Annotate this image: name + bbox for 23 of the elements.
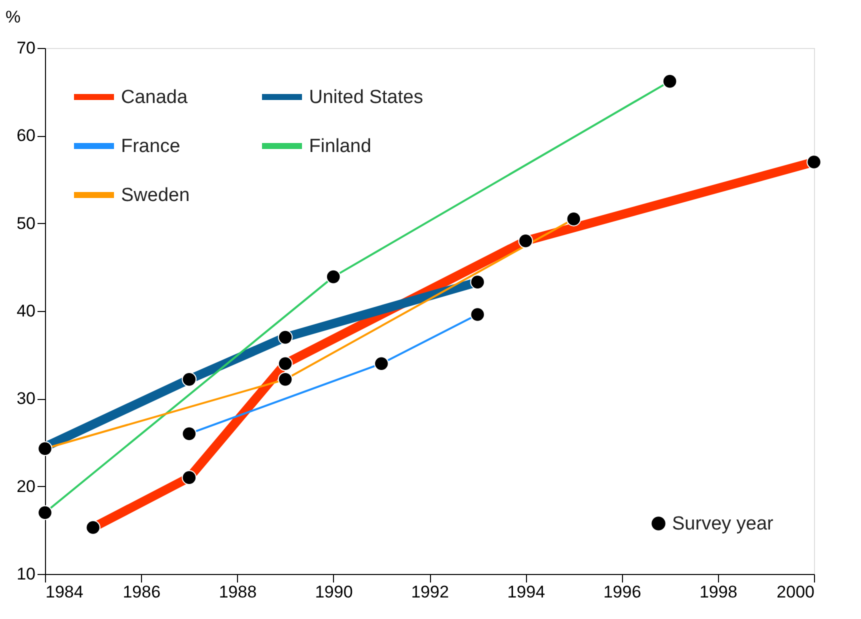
y-tick-label: 30 (16, 389, 36, 408)
y-axis-title: % (6, 8, 21, 26)
y-tick-label: 20 (16, 476, 36, 496)
legend-label: Survey year (672, 514, 774, 534)
y-tick-label: 60 (16, 126, 36, 146)
x-tick-label: 1994 (507, 582, 546, 602)
x-tick-label: 1996 (603, 582, 642, 602)
y-tick-label: 10 (16, 564, 36, 584)
y-tick-label: 50 (16, 214, 36, 233)
x-tick-label: 1992 (411, 582, 449, 602)
y-tick-label: 70 (16, 38, 36, 58)
x-tick-label: 1984 (46, 582, 84, 602)
x-tick-label: 1998 (699, 582, 738, 602)
x-tick-label: 1986 (122, 582, 161, 602)
x-tick-label: 1988 (218, 582, 257, 602)
legend-label: United States (309, 87, 424, 108)
x-tick-label: 2000 (776, 582, 814, 602)
legend-label: France (121, 136, 180, 157)
legend-label: Finland (309, 136, 372, 157)
y-tick-label: 40 (16, 302, 36, 320)
x-tick-label: 1990 (314, 582, 353, 602)
legend-label: Canada (121, 87, 188, 108)
legend-label: Sweden (121, 185, 190, 206)
